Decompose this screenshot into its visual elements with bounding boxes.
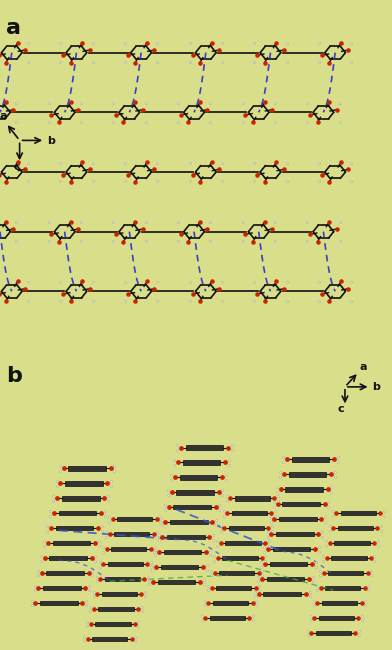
Polygon shape (170, 520, 208, 525)
Polygon shape (331, 556, 367, 560)
Polygon shape (95, 622, 131, 626)
Polygon shape (98, 607, 134, 611)
Polygon shape (285, 488, 323, 491)
Polygon shape (322, 601, 357, 605)
Polygon shape (222, 556, 258, 560)
Text: a: a (0, 111, 7, 122)
Polygon shape (213, 601, 248, 605)
Polygon shape (235, 497, 270, 500)
Text: c: c (337, 404, 344, 414)
Polygon shape (186, 445, 223, 450)
Polygon shape (40, 601, 78, 605)
Polygon shape (210, 616, 245, 620)
Polygon shape (49, 556, 87, 560)
Polygon shape (167, 535, 205, 539)
Polygon shape (65, 481, 103, 486)
Polygon shape (341, 512, 376, 515)
Polygon shape (328, 571, 363, 575)
Polygon shape (282, 502, 320, 506)
Polygon shape (59, 511, 96, 515)
Polygon shape (334, 541, 370, 545)
Text: c: c (14, 162, 20, 172)
Polygon shape (263, 592, 301, 596)
Polygon shape (173, 505, 211, 510)
Polygon shape (216, 586, 251, 590)
Polygon shape (229, 526, 264, 530)
Polygon shape (161, 565, 198, 569)
Polygon shape (316, 631, 351, 635)
Text: a: a (6, 18, 21, 38)
Polygon shape (319, 616, 354, 620)
Polygon shape (108, 562, 143, 566)
Polygon shape (225, 541, 261, 545)
Text: b: b (6, 366, 22, 386)
Polygon shape (102, 592, 137, 596)
Polygon shape (46, 571, 84, 575)
Polygon shape (338, 526, 373, 530)
Polygon shape (292, 458, 329, 461)
Polygon shape (105, 577, 140, 581)
Polygon shape (53, 541, 90, 545)
Polygon shape (180, 475, 217, 480)
Polygon shape (232, 512, 267, 515)
Polygon shape (176, 490, 214, 495)
Polygon shape (325, 586, 360, 590)
Polygon shape (279, 517, 317, 521)
Polygon shape (68, 466, 106, 471)
Text: a: a (360, 363, 367, 372)
Polygon shape (273, 547, 310, 551)
Polygon shape (164, 550, 201, 554)
Polygon shape (43, 586, 81, 590)
Polygon shape (276, 532, 314, 536)
Polygon shape (114, 532, 149, 536)
Polygon shape (289, 473, 326, 476)
Text: b: b (372, 382, 380, 392)
Polygon shape (158, 580, 195, 584)
Polygon shape (183, 460, 220, 465)
Text: b: b (47, 136, 55, 146)
Polygon shape (267, 577, 304, 581)
Polygon shape (62, 496, 100, 500)
Polygon shape (56, 526, 93, 530)
Polygon shape (219, 571, 254, 575)
Polygon shape (111, 547, 146, 551)
Polygon shape (117, 517, 152, 521)
Polygon shape (270, 562, 307, 566)
Polygon shape (92, 637, 127, 641)
